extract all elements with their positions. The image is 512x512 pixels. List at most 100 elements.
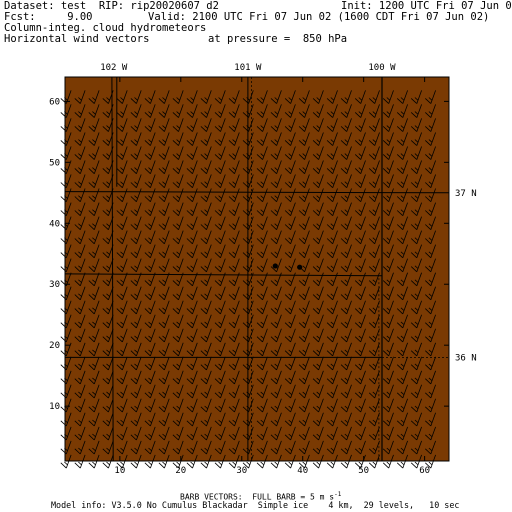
wind-barb: [214, 244, 226, 259]
wind-barb: [425, 426, 436, 441]
wind-barb: [368, 426, 380, 441]
wind-barb: [256, 202, 268, 216]
wind-barb: [425, 216, 436, 230]
wind-barb: [312, 398, 324, 413]
wind-barb: [312, 104, 324, 118]
wind-barb: [410, 188, 422, 202]
wind-barb: [284, 286, 296, 301]
wind-barb: [270, 412, 282, 427]
wind-barb: [354, 258, 366, 273]
wind-barb: [425, 412, 436, 427]
x-tick-label: 50: [358, 466, 369, 476]
wind-barb: [382, 160, 394, 174]
field-name-label: Column-integ. cloud hydrometeors: [4, 22, 207, 34]
wind-barb: [228, 132, 240, 146]
wind-barb: [88, 398, 100, 413]
wind-barb: [88, 132, 100, 146]
wind-barb: [130, 202, 142, 216]
wind-barb: [214, 258, 226, 273]
wind-barb: [130, 258, 142, 273]
wind-barb: [256, 328, 268, 343]
wind-barb: [354, 342, 366, 357]
wind-barb: [158, 90, 170, 104]
wind-barb: [382, 286, 394, 301]
wind-barb: [200, 160, 212, 174]
wind-barb: [116, 370, 128, 385]
wind-barb: [270, 230, 282, 245]
x-tick-label: 10: [114, 466, 125, 476]
wind-barb: [172, 314, 184, 329]
y-tick-label: 10: [49, 402, 60, 412]
wind-barb: [284, 398, 296, 413]
wind-barb: [326, 230, 338, 245]
wind-barb: [74, 412, 86, 427]
wind-barb: [298, 286, 310, 301]
wind-barb: [172, 216, 184, 230]
wind-barb: [382, 440, 394, 455]
wind-barb: [158, 384, 170, 399]
wind-barb: [214, 146, 226, 160]
wind-barb: [88, 370, 100, 385]
wind-barb: [326, 272, 338, 287]
wind-barb: [270, 216, 282, 230]
wind-barb: [382, 300, 394, 315]
wind-barb: [326, 314, 338, 329]
wind-barb: [382, 216, 394, 230]
wind-barb: [284, 314, 296, 329]
wind-barb: [396, 132, 408, 146]
wind-barb: [326, 118, 338, 132]
wind-barb: [158, 202, 170, 216]
wind-barb: [410, 258, 422, 273]
wind-barb: [284, 370, 296, 385]
wind-barb: [214, 160, 226, 174]
wind-barb: [340, 90, 352, 104]
wind-barb: [312, 370, 324, 385]
wind-barb: [410, 398, 422, 413]
wind-barb: [186, 426, 198, 441]
wind-barb: [144, 412, 156, 427]
wind-barb: [186, 328, 198, 343]
wind-barb: [214, 174, 226, 188]
wind-barb: [214, 412, 226, 427]
wind-barb: [396, 244, 408, 259]
wind-barb: [116, 160, 128, 174]
barb-legend-unit-exponent: -1: [334, 491, 342, 498]
wind-barb: [256, 174, 268, 188]
wind-barb: [144, 384, 156, 399]
wind-barb: [354, 132, 366, 146]
wind-barb: [368, 202, 380, 216]
wind-barb: [284, 90, 296, 104]
wind-barb: [368, 90, 380, 104]
longitude-label: 100 W: [368, 63, 396, 73]
wind-barb: [88, 440, 100, 455]
wind-barb: [326, 440, 338, 455]
wind-barb: [340, 426, 352, 441]
wind-barb: [340, 188, 352, 202]
wind-barb: [88, 384, 100, 399]
wind-barb: [256, 370, 268, 385]
wind-barb: [256, 314, 268, 329]
wind-barb: [312, 90, 324, 104]
wind-barb: [284, 258, 296, 273]
wind-barb: [270, 384, 282, 399]
wind-barb: [214, 398, 226, 413]
wind-barb: [368, 216, 380, 230]
wind-barb: [158, 244, 170, 259]
wind-barb: [256, 286, 268, 301]
wind-barb: [200, 202, 212, 216]
wind-barb: [354, 188, 366, 202]
wind-barb: [88, 244, 100, 259]
wind-barb: [326, 160, 338, 174]
wind-barb: [340, 132, 352, 146]
wind-barb: [425, 244, 436, 259]
wind-barb: [130, 314, 142, 329]
wind-barb: [382, 188, 394, 202]
wind-barb: [116, 398, 128, 413]
wind-barb: [130, 440, 142, 455]
wind-barb: [172, 90, 184, 104]
wind-barb: [284, 174, 296, 188]
wind-barb: [298, 118, 310, 132]
wind-barb: [396, 118, 408, 132]
wind-barb: [368, 174, 380, 188]
